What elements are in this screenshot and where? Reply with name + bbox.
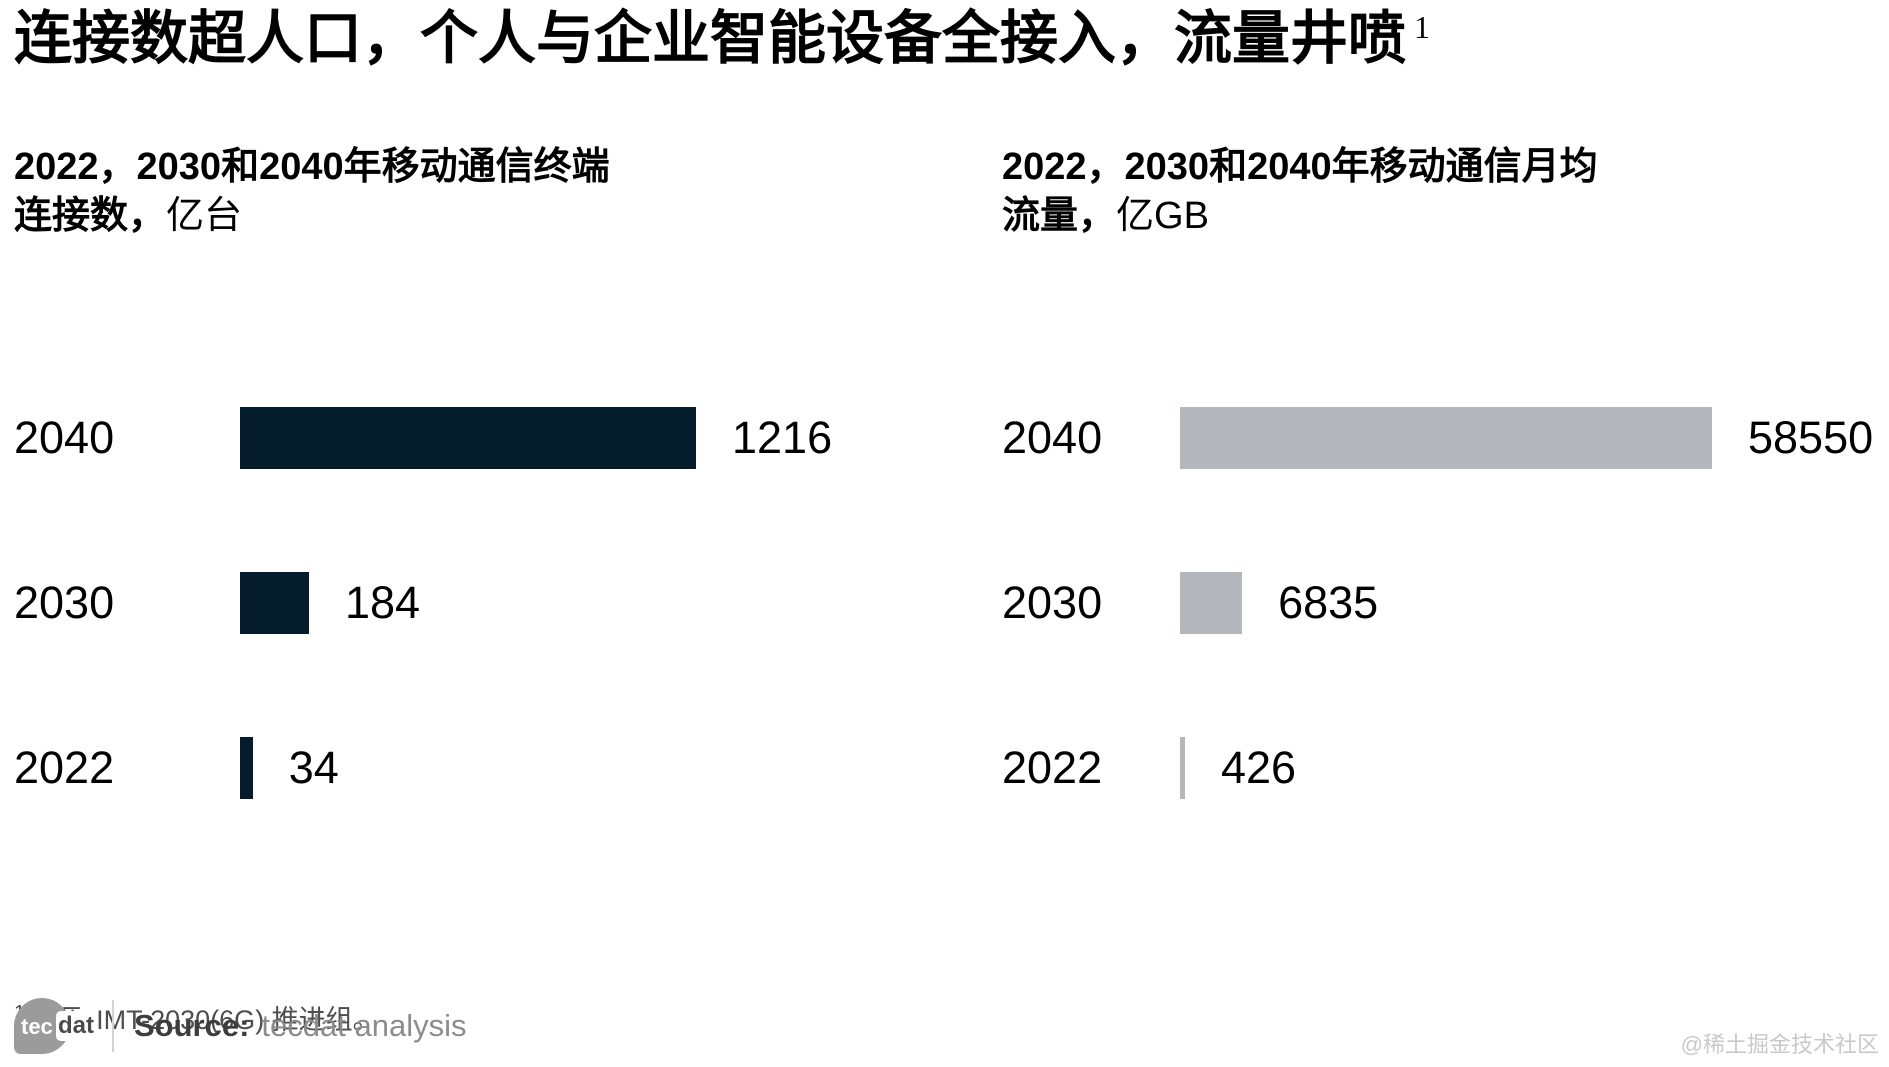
charts-container: 2022，2030和2040年移动通信终端 连接数，亿台 2040 1216 2… bbox=[0, 143, 1889, 903]
bar-track: 426 bbox=[1180, 737, 1712, 800]
year-label: 2040 bbox=[14, 412, 115, 464]
source-label: Source: bbox=[134, 1008, 250, 1043]
bar-2040 bbox=[1180, 407, 1712, 470]
subtitle-line1: 2022，2030和2040年移动通信终端 bbox=[14, 145, 610, 188]
chart-connections-subtitle: 2022，2030和2040年移动通信终端 连接数，亿台 bbox=[14, 143, 992, 242]
bar-track: 184 bbox=[240, 572, 696, 635]
subtitle-line2-bold: 流量， bbox=[1002, 195, 1117, 238]
source-text: tecdat analysis bbox=[261, 1008, 467, 1043]
value-label: 34 bbox=[288, 742, 339, 794]
bar-2040 bbox=[240, 407, 696, 470]
subtitle-unit: 亿GB bbox=[1116, 195, 1209, 238]
year-label: 2030 bbox=[14, 577, 115, 629]
chart-traffic: 2022，2030和2040年移动通信月均 流量，亿GB 2040 58550 … bbox=[992, 143, 1875, 903]
watermark: @稀土掘金技术社区 bbox=[1680, 1032, 1879, 1057]
bar-2030 bbox=[1180, 572, 1243, 635]
logo-text-dat: dat bbox=[56, 1011, 96, 1041]
chart-row-2022: 2022 34 bbox=[14, 737, 992, 800]
chart-row-2030: 2030 6835 bbox=[1002, 572, 1875, 635]
chart-row-2040: 2040 58550 bbox=[1002, 407, 1875, 470]
bar-2022 bbox=[240, 737, 253, 800]
chart-row-2040: 2040 1216 bbox=[14, 407, 992, 470]
year-label: 2022 bbox=[1002, 742, 1103, 794]
bar-track: 6835 bbox=[1180, 572, 1712, 635]
subtitle-line1: 2022，2030和2040年移动通信月均 bbox=[1002, 145, 1598, 188]
chart-row-2030: 2030 184 bbox=[14, 572, 992, 635]
footer-divider bbox=[112, 1000, 114, 1052]
chart-row-2022: 2022 426 bbox=[1002, 737, 1875, 800]
subtitle-unit: 亿台 bbox=[166, 195, 243, 238]
chart-traffic-rows: 2040 58550 2030 6835 2022 bbox=[1002, 407, 1875, 800]
logo-text-tec: tec bbox=[21, 1014, 53, 1039]
bar-2022 bbox=[1180, 737, 1185, 800]
bar-track: 58550 bbox=[1180, 407, 1873, 470]
chart-connections-rows: 2040 1216 2030 184 2022 bbox=[14, 407, 992, 800]
subtitle-line2-bold: 连接数， bbox=[14, 195, 167, 238]
chart-traffic-subtitle: 2022，2030和2040年移动通信月均 流量，亿GB bbox=[1002, 143, 1875, 242]
bar-track: 1216 bbox=[240, 407, 832, 470]
footer: dat tec Source: tecdat analysis bbox=[14, 997, 466, 1055]
bar-track: 34 bbox=[240, 737, 696, 800]
value-label: 1216 bbox=[732, 412, 833, 464]
page-title-text: 连接数超人口，个人与企业智能设备全接入，流量井喷 bbox=[14, 6, 1407, 71]
value-label: 426 bbox=[1221, 742, 1297, 794]
year-label: 2040 bbox=[1002, 412, 1103, 464]
chart-connections: 2022，2030和2040年移动通信终端 连接数，亿台 2040 1216 2… bbox=[14, 143, 992, 903]
year-label: 2030 bbox=[1002, 577, 1103, 629]
value-label: 184 bbox=[345, 577, 421, 629]
page-title: 连接数超人口，个人与企业智能设备全接入，流量井喷 1 bbox=[0, 0, 1889, 73]
title-footnote-marker: 1 bbox=[1414, 8, 1431, 45]
tecdat-logo: dat tec bbox=[14, 997, 110, 1055]
bar-2030 bbox=[240, 572, 309, 635]
value-label: 58550 bbox=[1748, 412, 1874, 464]
value-label: 6835 bbox=[1278, 577, 1379, 629]
year-label: 2022 bbox=[14, 742, 115, 794]
